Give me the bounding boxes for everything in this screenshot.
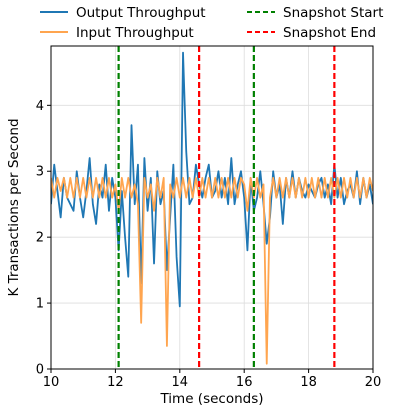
legend-label-output-throughput: Output Throughput (76, 5, 206, 21)
x-axis-label: Time (seconds) (159, 391, 263, 407)
axes-frame (50, 45, 374, 370)
x-tick-label: 12 (107, 375, 124, 390)
legend-label-snapshot-start: Snapshot Start (283, 5, 383, 21)
y-tick-label: 2 (36, 231, 44, 246)
y-tick-label: 3 (36, 165, 44, 180)
y-tick-label: 1 (36, 297, 44, 312)
x-tick-label: 16 (236, 375, 253, 390)
plot-area (51, 46, 373, 369)
legend-label-input-throughput: Input Throughput (76, 25, 194, 41)
series-line-input-throughput (51, 176, 373, 365)
legend-label-snapshot-end: Snapshot End (283, 25, 376, 41)
x-tick-label: 10 (43, 375, 60, 390)
x-tick-label: 20 (365, 375, 382, 390)
y-tick-label: 0 (36, 363, 44, 378)
y-tick-label: 4 (36, 99, 44, 114)
x-tick-label: 14 (172, 375, 189, 390)
y-axis-label: K Transactions per Second (6, 118, 22, 296)
x-tick-label: 18 (300, 375, 317, 390)
legend: Output Throughput Input Throughput Snapsho… (40, 5, 383, 41)
